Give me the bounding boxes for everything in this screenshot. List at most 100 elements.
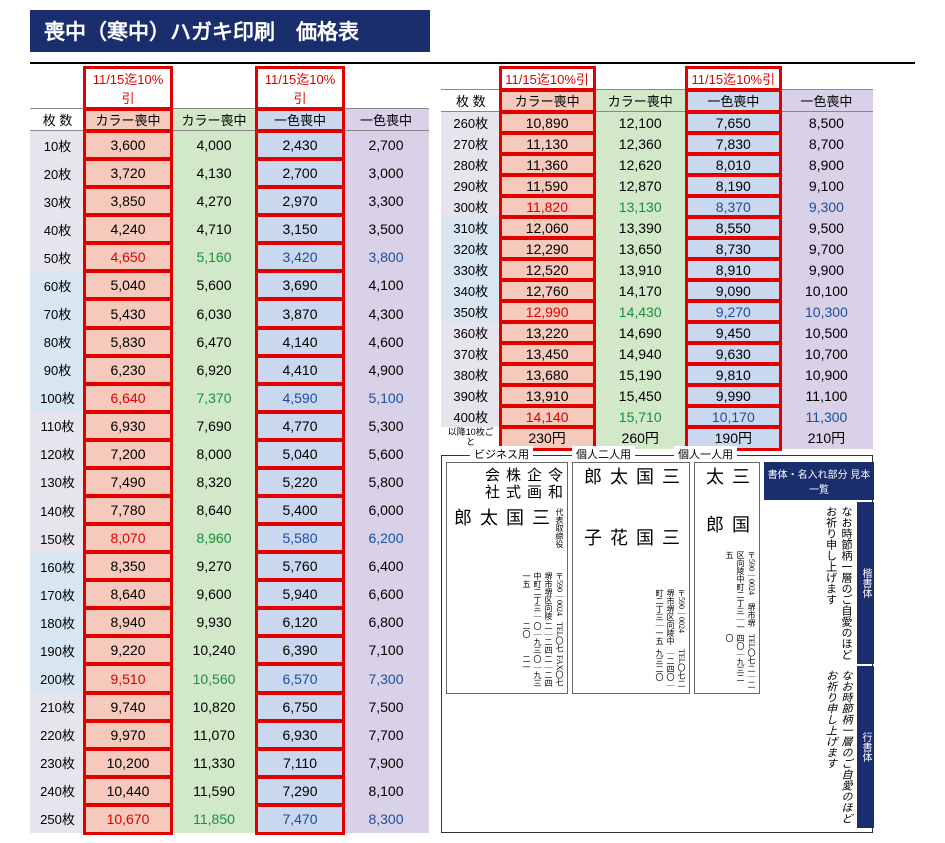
price-cell: 5,580	[257, 524, 343, 552]
qty-cell: 10枚	[30, 131, 85, 159]
price-cell: 7,290	[257, 777, 343, 805]
price-cell: 12,990	[501, 301, 594, 322]
header-color: カラー喪中	[85, 109, 171, 131]
price-cell: 14,170	[594, 280, 687, 301]
price-cell: 10,300	[780, 301, 873, 322]
qty-cell: 270枚	[441, 133, 501, 154]
price-cell: 7,110	[257, 749, 343, 777]
price-cell: 6,930	[257, 721, 343, 749]
qty-cell: 260枚	[441, 112, 501, 133]
price-cell: 11,100	[780, 385, 873, 406]
price-cell: 8,910	[687, 259, 780, 280]
price-cell: 7,100	[343, 636, 429, 664]
qty-cell: 80枚	[30, 328, 85, 356]
price-cell: 6,920	[171, 356, 257, 384]
qty-cell: 50枚	[30, 243, 85, 271]
price-cell: 8,550	[687, 217, 780, 238]
qty-cell: 210枚	[30, 693, 85, 721]
price-cell: 9,500	[780, 217, 873, 238]
price-cell: 9,220	[85, 636, 171, 664]
price-cell: 10,560	[171, 664, 257, 692]
price-cell: 2,970	[257, 187, 343, 215]
price-cell: 4,770	[257, 412, 343, 440]
price-cell: 12,360	[594, 133, 687, 154]
price-cell: 7,470	[257, 805, 343, 833]
qty-cell: 100枚	[30, 384, 85, 412]
header-color: カラー喪中	[171, 109, 257, 131]
price-cell: 13,130	[594, 196, 687, 217]
header-mono: 一色喪中	[780, 90, 873, 112]
price-cell: 10,100	[780, 280, 873, 301]
price-cell: 6,570	[257, 664, 343, 692]
qty-cell: 190枚	[30, 636, 85, 664]
price-cell: 7,700	[343, 721, 429, 749]
price-cell: 5,600	[343, 440, 429, 468]
qty-cell: 240枚	[30, 777, 85, 805]
qty-cell: 60枚	[30, 271, 85, 299]
price-cell: 12,620	[594, 154, 687, 175]
sample-business: 令和企画株式会社 代表取締役 三 国 太 郎 〒590｜0024 堺市堺区向陵中…	[446, 462, 568, 694]
price-cell: 10,500	[780, 322, 873, 343]
header-color: カラー喪中	[594, 90, 687, 112]
qty-cell: 20枚	[30, 159, 85, 187]
price-cell: 8,010	[687, 154, 780, 175]
price-cell: 10,900	[780, 364, 873, 385]
qty-cell: 290枚	[441, 175, 501, 196]
price-cell: 10,170	[687, 406, 780, 427]
qty-cell: 30枚	[30, 187, 85, 215]
price-cell: 10,890	[501, 112, 594, 133]
qty-cell: 110枚	[30, 412, 85, 440]
price-cell: 7,370	[171, 384, 257, 412]
price-cell: 5,830	[85, 328, 171, 356]
price-cell: 13,450	[501, 343, 594, 364]
price-cell: 12,760	[501, 280, 594, 301]
price-tables: 11/15迄10%引11/15迄10%引枚 数カラー喪中カラー喪中一色喪中一色喪…	[30, 68, 915, 833]
header-qty: 枚 数	[30, 109, 85, 131]
price-cell: 8,070	[85, 524, 171, 552]
price-cell: 7,300	[343, 664, 429, 692]
sample-msg-1: なお時節柄一層のご自愛のほどお祈り申し上げます	[764, 502, 855, 664]
qty-cell: 390枚	[441, 385, 501, 406]
qty-cell: 250枚	[30, 805, 85, 833]
price-cell: 8,500	[780, 112, 873, 133]
price-cell: 13,680	[501, 364, 594, 385]
price-cell: 7,200	[85, 440, 171, 468]
price-cell: 4,650	[85, 243, 171, 271]
qty-cell: 280枚	[441, 154, 501, 175]
price-cell: 5,100	[343, 384, 429, 412]
price-cell: 14,940	[594, 343, 687, 364]
price-cell: 8,100	[343, 777, 429, 805]
price-cell: 5,040	[85, 271, 171, 299]
qty-cell: 380枚	[441, 364, 501, 385]
price-cell: 3,600	[85, 131, 171, 159]
price-cell: 4,900	[343, 356, 429, 384]
price-cell: 3,690	[257, 271, 343, 299]
price-cell: 2,430	[257, 131, 343, 159]
price-cell: 10,670	[85, 805, 171, 833]
price-cell: 7,690	[171, 412, 257, 440]
price-cell: 8,700	[780, 133, 873, 154]
price-cell: 4,270	[171, 187, 257, 215]
price-cell: 9,600	[171, 580, 257, 608]
qty-cell: 400枚	[441, 406, 501, 427]
price-cell: 2,700	[257, 159, 343, 187]
price-cell: 5,160	[171, 243, 257, 271]
price-cell: 4,130	[171, 159, 257, 187]
price-cell: 13,910	[501, 385, 594, 406]
price-cell: 11,820	[501, 196, 594, 217]
price-cell: 5,300	[343, 412, 429, 440]
discount-label: 11/15迄10%引	[501, 68, 594, 90]
price-cell: 3,150	[257, 215, 343, 243]
price-cell: 13,220	[501, 322, 594, 343]
discount-label: 11/15迄10%引	[687, 68, 780, 90]
qty-cell: 220枚	[30, 721, 85, 749]
price-cell: 8,960	[171, 524, 257, 552]
price-cell: 4,000	[171, 131, 257, 159]
price-cell: 8,300	[343, 805, 429, 833]
horizontal-rule	[30, 62, 915, 64]
qty-cell: 150枚	[30, 524, 85, 552]
price-cell: 12,060	[501, 217, 594, 238]
price-cell: 9,510	[85, 664, 171, 692]
price-cell: 5,400	[257, 496, 343, 524]
price-cell: 9,900	[780, 259, 873, 280]
